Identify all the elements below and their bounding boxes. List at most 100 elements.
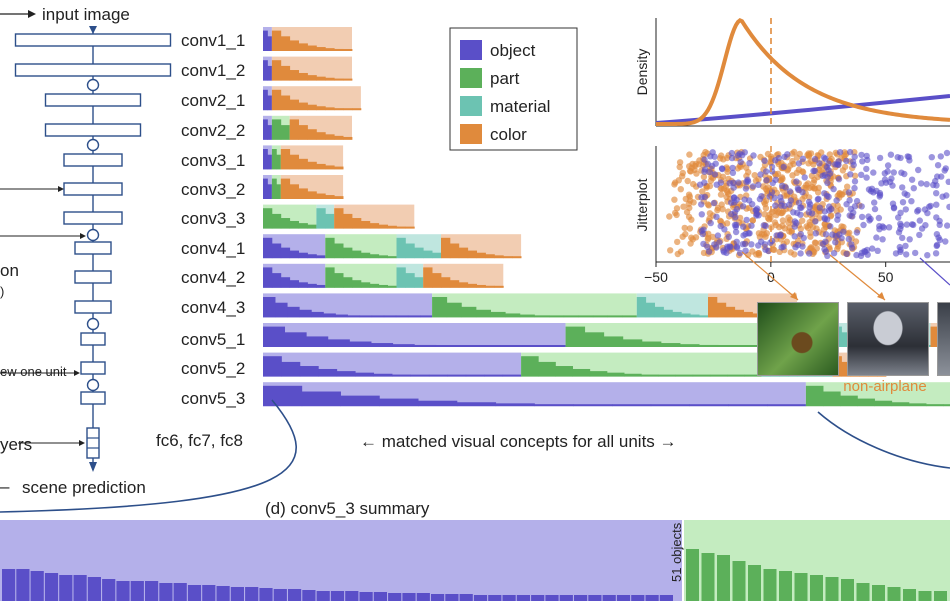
bar-step-conv3_2-part bbox=[271, 178, 277, 199]
jitter-dot-airplane bbox=[795, 186, 802, 193]
bar-step-conv3_3-part bbox=[307, 224, 317, 229]
jitter-dot-airplane bbox=[932, 250, 940, 257]
summary-object-bar bbox=[145, 581, 159, 601]
bar-step-conv3_1-object bbox=[267, 154, 273, 170]
bar-step-conv3_1-color bbox=[280, 149, 291, 170]
bar-step-conv5_2-part bbox=[641, 374, 659, 377]
summary-object-bar bbox=[388, 593, 402, 601]
jitter-dot-airplane bbox=[832, 239, 839, 246]
jitter-dot-airplane bbox=[718, 165, 726, 172]
bar-step-conv4_3-part bbox=[432, 297, 448, 318]
jitter-dot-non-airplane bbox=[764, 215, 772, 222]
summary-object-bar bbox=[645, 595, 659, 601]
summary-object-bar bbox=[288, 589, 302, 601]
bar-step-conv4_3-material bbox=[690, 314, 700, 318]
jitter-dot-airplane bbox=[932, 177, 939, 185]
bar-step-conv5_2-object bbox=[336, 371, 356, 377]
bar-step-conv4_1-part bbox=[343, 247, 353, 259]
jitter-dot-airplane bbox=[915, 166, 922, 174]
bar-step-conv2_2-part bbox=[280, 125, 291, 140]
bar-step-conv4_3-object bbox=[275, 302, 288, 318]
jitter-dot-airplane bbox=[816, 160, 823, 167]
bar-step-conv4_3-color bbox=[734, 309, 744, 318]
jitter-dot-airplane bbox=[741, 196, 748, 203]
bar-step-conv5_2-object bbox=[299, 366, 319, 377]
bar-step-conv2_1-color bbox=[298, 102, 308, 111]
bar-step-conv5_3-object bbox=[689, 404, 729, 407]
bar-step-conv4_2-color bbox=[458, 282, 469, 288]
bar-step-conv5_3-object bbox=[456, 402, 497, 407]
jitter-dot-airplane bbox=[876, 193, 883, 200]
bar-step-conv4_1-part bbox=[334, 243, 344, 259]
bar-step-conv5_1-part bbox=[680, 344, 700, 347]
summary-part-bar bbox=[686, 549, 699, 601]
summary-object-bar bbox=[116, 581, 130, 601]
jitter-dot-non-airplane bbox=[688, 216, 695, 223]
jitter-dot-non-airplane bbox=[686, 167, 694, 175]
jitter-dot-airplane bbox=[832, 232, 839, 240]
bar-step-conv5_2-object bbox=[465, 374, 485, 377]
bar-step-conv4_3-material bbox=[681, 313, 691, 318]
jitter-dot-airplane bbox=[739, 241, 746, 248]
jitter-dot-airplane bbox=[713, 213, 720, 220]
bar-step-conv4_2-color bbox=[467, 283, 477, 288]
bar-step-conv1_2-color bbox=[298, 72, 308, 81]
summary-object-bar bbox=[602, 595, 616, 601]
bar-step-conv4_3-part bbox=[563, 315, 579, 318]
bar-step-conv5_2-part bbox=[658, 374, 676, 377]
jitter-dot-airplane bbox=[732, 228, 740, 236]
jitter-dot-airplane bbox=[786, 201, 793, 208]
summary-part-bar bbox=[717, 555, 730, 601]
jitter-dot-airplane bbox=[851, 153, 858, 160]
layer-label-conv1_1: conv1_1 bbox=[181, 31, 245, 50]
summary-object-bar bbox=[445, 594, 459, 601]
jitter-dot-airplane bbox=[865, 213, 872, 220]
bar-step-conv4_3-object bbox=[287, 306, 300, 318]
bar-step-conv5_2-object bbox=[447, 374, 467, 377]
pointer-head-1 bbox=[790, 292, 798, 300]
jitter-dot-non-airplane bbox=[690, 199, 697, 206]
fc-layers-label: fc6, fc7, fc8 bbox=[156, 431, 243, 450]
jitter-dot-non-airplane bbox=[841, 149, 848, 156]
bar-step-conv1_2-color bbox=[343, 78, 353, 81]
scene-prediction-label: scene prediction bbox=[22, 478, 146, 497]
bar-step-conv4_3-part bbox=[549, 315, 565, 318]
jitter-dot-airplane bbox=[750, 152, 757, 159]
jitter-dot-airplane bbox=[711, 171, 719, 178]
legend-label-object: object bbox=[490, 41, 536, 60]
bar-step-conv4_3-color bbox=[716, 302, 727, 318]
bar-step-conv3_3-color bbox=[378, 224, 388, 229]
summary-part-bar bbox=[810, 575, 823, 601]
jitter-dot-airplane bbox=[745, 230, 752, 237]
jitter-dot-airplane bbox=[826, 207, 833, 214]
jitter-dot-airplane bbox=[743, 216, 750, 224]
jitter-dot-airplane bbox=[899, 184, 906, 191]
jitter-dot-non-airplane bbox=[685, 200, 692, 207]
layer-label-conv1_2: conv1_2 bbox=[181, 61, 245, 80]
bar-step-conv4_1-material bbox=[405, 243, 415, 259]
bar-step-conv4_1-material bbox=[414, 247, 424, 259]
connector-right bbox=[817, 411, 950, 469]
jitter-dot-airplane bbox=[921, 206, 929, 213]
bar-step-conv5_3-object bbox=[728, 404, 768, 407]
jitter-dot-airplane bbox=[876, 154, 884, 162]
network-box-conv3_3 bbox=[63, 211, 123, 225]
jitter-dot-airplane bbox=[780, 163, 787, 171]
jitter-dot-airplane bbox=[731, 221, 739, 229]
bar-step-conv4_2-object bbox=[316, 284, 326, 288]
bar-step-conv5_2-part bbox=[624, 373, 642, 377]
jitter-dot-non-airplane bbox=[724, 165, 731, 173]
bar-step-conv5_1-part bbox=[584, 332, 605, 347]
jitter-dot-airplane bbox=[824, 173, 831, 181]
jitter-dot-non-airplane bbox=[844, 183, 851, 190]
bar-step-conv4_3-material bbox=[663, 309, 673, 318]
jitter-dot-airplane bbox=[853, 229, 861, 236]
bar-step-conv5_1-object bbox=[543, 345, 566, 347]
bar-step-conv5_2-part bbox=[606, 372, 625, 377]
bar-step-conv5_3-object bbox=[263, 385, 303, 407]
jitter-dot-non-airplane bbox=[805, 152, 812, 159]
jitter-dot-airplane bbox=[736, 150, 743, 157]
jitter-dot-airplane bbox=[701, 166, 709, 173]
jitter-dot-airplane bbox=[879, 236, 886, 243]
